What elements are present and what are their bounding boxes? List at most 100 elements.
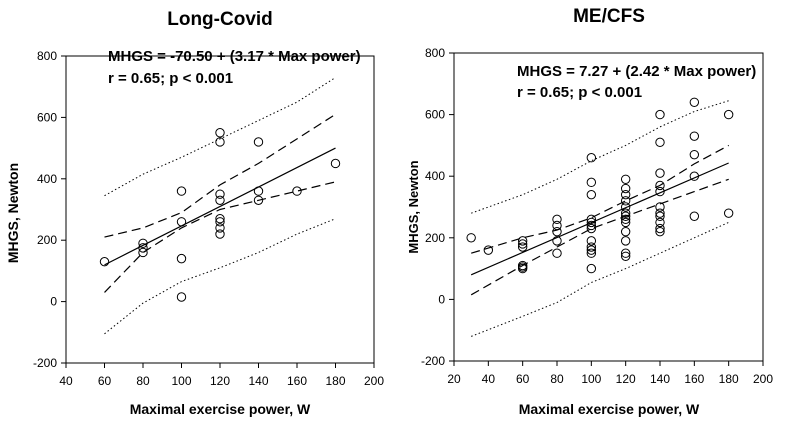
- data-point: [330, 158, 341, 169]
- data-point: [517, 242, 528, 252]
- data-point: [586, 242, 597, 252]
- y-tick-label: 800: [37, 49, 57, 63]
- y-tick-label: -200: [421, 354, 445, 368]
- x-tick-label: 120: [210, 374, 230, 388]
- data-point: [586, 245, 597, 255]
- x-tick-label: 140: [650, 372, 670, 386]
- y-tick-label: 600: [425, 108, 445, 122]
- data-point: [215, 189, 225, 199]
- data-point: [655, 202, 665, 212]
- prediction-band-upper: [104, 77, 336, 197]
- correlation-stats: r = 0.65; p < 0.001: [517, 84, 642, 101]
- data-point: [620, 174, 631, 184]
- data-point: [517, 262, 528, 272]
- confidence-band-upper: [104, 113, 336, 238]
- data-point: [586, 177, 597, 188]
- x-tick-label: 80: [136, 374, 150, 388]
- data-point: [552, 220, 562, 231]
- data-point: [517, 239, 528, 249]
- data-point: [655, 217, 665, 228]
- plot-area: 20 40 60 80 100 120 140 160 180 200 -200 0 200 400 600…: [421, 46, 773, 386]
- data-point: [655, 226, 665, 237]
- y-tick-label: 400: [425, 169, 445, 183]
- data-point: [552, 236, 562, 246]
- data-point: [620, 183, 631, 194]
- y-axis-label: MHGS, Newton: [406, 160, 421, 253]
- prediction-band-upper: [471, 100, 729, 214]
- data-point: [586, 248, 597, 258]
- data-point: [215, 128, 225, 138]
- x-tick-label: 120: [616, 372, 636, 386]
- data-point: [176, 292, 187, 302]
- y-tick-label: 200: [425, 231, 445, 245]
- x-tick-label: 60: [516, 372, 530, 386]
- confidence-band-lower: [470, 178, 729, 296]
- data-point: [552, 214, 562, 225]
- data-point: [466, 233, 476, 243]
- data-point: [723, 109, 734, 120]
- data-point: [586, 217, 597, 228]
- data-point: [620, 248, 631, 258]
- x-tick-label: 40: [59, 374, 73, 388]
- regression-line: [104, 147, 336, 266]
- data-point: [483, 245, 494, 255]
- y-tick-label: -200: [33, 356, 57, 370]
- data-point: [620, 226, 631, 237]
- me-cfs-chart: ME/CFS MHGS = 7.27 + (2.42 * Max power) …: [406, 6, 773, 417]
- data-point: [723, 208, 734, 218]
- data-point: [620, 217, 631, 228]
- x-tick-label: 60: [98, 374, 112, 388]
- x-tick-label: 200: [364, 374, 384, 388]
- data-point: [586, 153, 597, 163]
- data-point: [586, 189, 597, 200]
- data-point: [215, 217, 225, 227]
- chart-title: Long-Covid: [167, 9, 273, 30]
- x-tick-label: 140: [248, 374, 268, 388]
- confidence-band-upper: [471, 144, 729, 254]
- data-point: [689, 131, 700, 141]
- prediction-band-lower: [471, 221, 729, 337]
- data-point: [552, 248, 562, 258]
- data-point: [517, 236, 528, 246]
- data-point: [99, 256, 110, 267]
- data-point: [620, 211, 631, 221]
- plot-area: 40 60 80 100 120 140 160 180 200 -200 0 200 400 600 80…: [33, 49, 384, 388]
- x-tick-label: 20: [447, 372, 461, 386]
- data-point: [620, 202, 631, 212]
- y-tick-label: 0: [438, 292, 445, 306]
- x-tick-label: 180: [325, 374, 345, 388]
- data-point: [655, 168, 665, 178]
- x-tick-label: 100: [171, 374, 191, 388]
- y-tick-label: 200: [37, 233, 57, 247]
- data-point: [655, 208, 665, 218]
- x-tick-label: 160: [684, 372, 704, 386]
- regression-line: [470, 162, 729, 276]
- x-axis-label: Maximal exercise power, W: [519, 401, 700, 417]
- y-axis-label: MHGS, Newton: [5, 163, 21, 263]
- correlation-stats: r = 0.65; p < 0.001: [108, 70, 233, 87]
- chart-title: ME/CFS: [573, 6, 645, 27]
- data-point: [138, 243, 148, 253]
- data-point: [655, 137, 665, 148]
- data-point: [586, 220, 597, 231]
- data-point: [253, 195, 264, 205]
- long-covid-chart: Long-Covid MHGS = -70.50 + (3.17 * Max p…: [5, 9, 384, 417]
- data-point: [253, 186, 264, 196]
- y-tick-label: 400: [37, 172, 57, 186]
- data-point: [138, 238, 148, 248]
- data-point: [655, 109, 665, 120]
- x-tick-label: 100: [581, 372, 601, 386]
- data-point: [215, 229, 225, 239]
- data-point: [292, 186, 302, 196]
- data-point: [620, 189, 631, 200]
- data-point: [176, 217, 187, 227]
- data-point: [215, 214, 225, 224]
- plot-frame: [453, 52, 764, 362]
- data-point: [655, 211, 665, 221]
- x-tick-label: 80: [550, 372, 564, 386]
- data-point: [620, 214, 631, 225]
- data-point: [655, 223, 665, 234]
- data-point: [586, 236, 597, 246]
- y-tick-label: 0: [50, 295, 57, 309]
